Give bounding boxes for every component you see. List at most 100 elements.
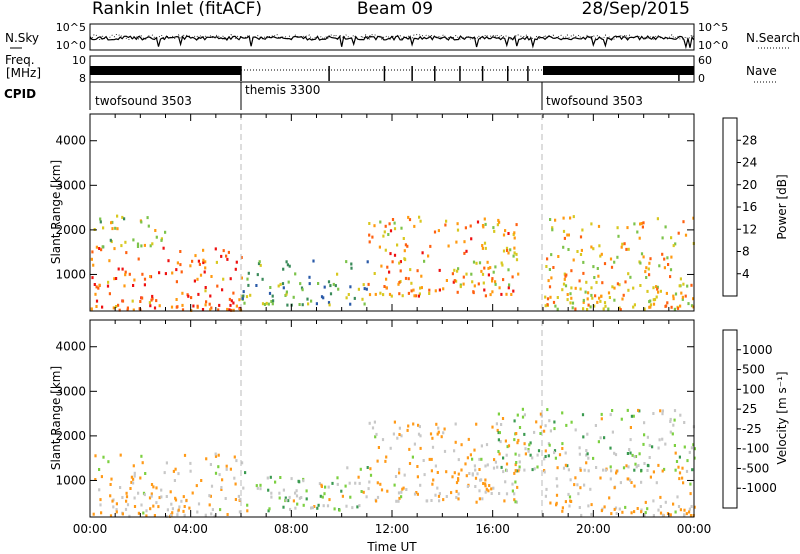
heatmap-cell xyxy=(410,281,413,285)
heatmap-cell xyxy=(678,477,681,481)
heatmap-cell xyxy=(673,444,676,447)
power-ylabel: Slant Range [km] xyxy=(49,160,63,264)
heatmap-cell xyxy=(582,260,585,264)
heatmap-cell xyxy=(215,260,218,264)
heatmap-cell xyxy=(494,282,497,286)
heatmap-cell xyxy=(652,302,656,306)
heatmap-cell xyxy=(513,231,516,235)
heatmap-cell xyxy=(554,218,557,222)
heatmap-cell xyxy=(286,263,289,267)
heatmap-cell xyxy=(148,496,152,500)
heatmap-cell xyxy=(420,286,423,290)
heatmap-cell xyxy=(163,471,166,475)
heatmap-cell xyxy=(299,282,302,286)
heatmap-cell xyxy=(456,269,459,273)
heatmap-cell xyxy=(232,291,235,295)
heatmap-cell xyxy=(445,279,448,282)
heatmap-cell xyxy=(613,286,616,290)
heatmap-cell xyxy=(413,294,416,298)
heatmap-cell xyxy=(457,497,460,501)
heatmap-cell xyxy=(111,220,114,224)
power-y-ticks: 1000 2000 3000 4000 xyxy=(55,134,694,281)
heatmap-cell xyxy=(345,260,348,264)
colorbar-tick-label: 24 xyxy=(742,156,757,170)
heatmap-cell xyxy=(383,230,386,234)
heatmap-cell xyxy=(640,510,643,514)
heatmap-cell xyxy=(481,246,484,250)
heatmap-cell xyxy=(247,271,250,275)
heatmap-cell xyxy=(109,494,112,498)
heatmap-cell xyxy=(398,467,401,471)
heatmap-cell xyxy=(175,298,178,301)
heatmap-cell xyxy=(638,452,641,456)
heatmap-cell xyxy=(146,216,149,220)
heatmap-cell xyxy=(261,302,265,306)
heatmap-cell xyxy=(173,479,176,482)
heatmap-cell xyxy=(690,304,694,308)
heatmap-cell xyxy=(384,224,387,228)
heatmap-cell xyxy=(657,508,660,512)
heatmap-cell xyxy=(569,216,572,220)
nave-right-tick-top: 60 xyxy=(698,54,712,67)
heatmap-cell xyxy=(191,491,194,495)
heatmap-cell xyxy=(485,487,488,491)
heatmap-cell xyxy=(209,463,212,466)
heatmap-cell xyxy=(326,504,330,508)
heatmap-cell xyxy=(570,420,573,424)
heatmap-cell xyxy=(132,481,135,485)
heatmap-cell xyxy=(133,505,137,508)
heatmap-cell xyxy=(451,475,454,479)
heatmap-cell xyxy=(502,456,505,460)
colorbar-tick-label: 20 xyxy=(742,178,757,192)
y-tick-label: 1000 xyxy=(55,267,86,281)
heatmap-cell xyxy=(601,281,604,285)
heatmap-cell xyxy=(307,302,310,306)
heatmap-cell xyxy=(467,437,470,441)
heatmap-cell xyxy=(363,302,366,306)
heatmap-cell xyxy=(677,465,680,469)
heatmap-cell xyxy=(643,307,646,311)
heatmap-cell xyxy=(345,296,348,300)
heatmap-cell xyxy=(413,224,416,228)
heatmap-cell xyxy=(189,264,192,268)
heatmap-cell xyxy=(604,468,607,472)
heatmap-cell xyxy=(414,294,418,298)
heatmap-cell xyxy=(487,273,490,277)
heatmap-cell xyxy=(153,514,156,517)
heatmap-cell xyxy=(613,260,616,264)
heatmap-cell xyxy=(150,483,154,486)
heatmap-cell xyxy=(484,246,487,250)
heatmap-cell xyxy=(551,228,554,232)
heatmap-cell xyxy=(464,462,467,466)
heatmap-cell xyxy=(305,489,308,493)
heatmap-cell xyxy=(616,255,619,259)
heatmap-cell xyxy=(472,290,475,294)
heatmap-cell xyxy=(657,446,660,450)
heatmap-cell xyxy=(266,476,269,480)
heatmap-cell xyxy=(608,496,611,500)
heatmap-cell xyxy=(674,510,677,514)
heatmap-cell xyxy=(375,499,378,503)
heatmap-cell xyxy=(621,297,624,301)
heatmap-cell xyxy=(649,475,652,479)
heatmap-cell xyxy=(311,506,314,510)
heatmap-cell xyxy=(501,417,505,420)
heatmap-cell xyxy=(149,275,152,278)
heatmap-cell xyxy=(614,506,618,510)
freq-unit-label: [MHz] xyxy=(6,66,41,80)
heatmap-cell xyxy=(112,306,115,310)
heatmap-cell xyxy=(517,438,520,442)
heatmap-cell xyxy=(301,288,304,292)
heatmap-cell xyxy=(564,284,568,288)
heatmap-cell xyxy=(630,481,633,484)
heatmap-cell xyxy=(362,490,365,494)
heatmap-cell xyxy=(228,297,231,301)
heatmap-cell xyxy=(285,292,288,296)
heatmap-cell xyxy=(631,453,634,457)
heatmap-cell xyxy=(679,304,682,308)
heatmap-cell xyxy=(209,494,212,498)
heatmap-cell xyxy=(268,507,271,511)
heatmap-cell xyxy=(481,272,485,276)
power-colorbar-label: Power [dB] xyxy=(775,174,789,239)
heatmap-cell xyxy=(391,260,394,264)
